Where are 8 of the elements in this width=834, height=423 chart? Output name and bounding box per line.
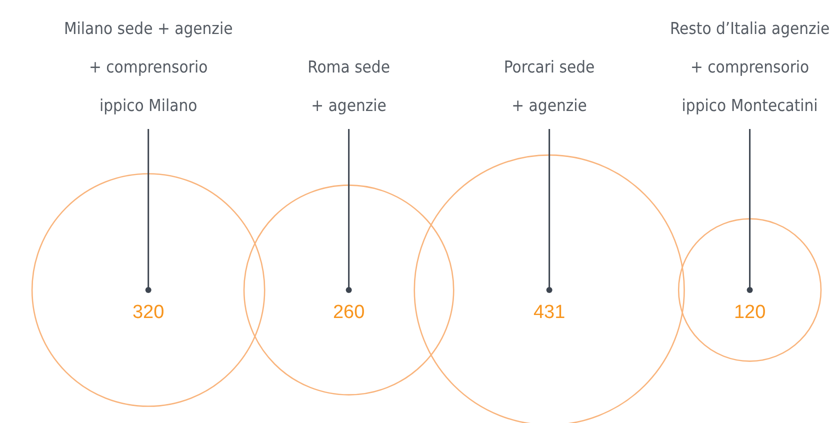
category-label: Milano sede + agenzie + comprensorio ippico Milano	[64, 19, 233, 115]
data-label: 431	[533, 302, 566, 323]
category-label: Roma sede + agenzie	[308, 58, 390, 115]
data-label: 120	[734, 302, 766, 323]
category-label: Porcari sede + agenzie	[504, 58, 595, 115]
data-label: 260	[332, 302, 365, 323]
data-label: 320	[132, 302, 164, 323]
category-label: Resto d’Italia agenzie + comprensorio ippico Montecatini	[670, 19, 830, 115]
